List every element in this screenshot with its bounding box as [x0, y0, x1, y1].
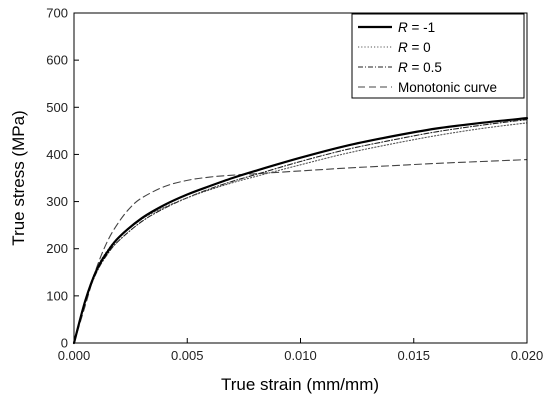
series-line-dashed: [73, 159, 528, 344]
legend-label: R = 0.5: [398, 60, 442, 75]
legend: R = -1 R = 0 R = 0.5 Monotonic curve: [351, 13, 525, 99]
x-axis-title: True strain (mm/mm): [221, 375, 379, 394]
series-line-solid: [72, 117, 529, 345]
y-tick-label: 500: [46, 100, 68, 115]
y-tick-label: 0: [61, 336, 68, 351]
legend-label: R = 0: [398, 40, 431, 55]
y-tick-label: 700: [46, 6, 68, 21]
series-line-dashdot: [73, 118, 528, 344]
y-tick-label: 300: [46, 194, 68, 209]
legend-label: R = -1: [398, 20, 435, 35]
axis-ticks: 0.000 0.005 0.010 0.015 0.020 0 100 200 300 400 50…: [46, 6, 543, 364]
y-tick-label: 400: [46, 147, 68, 162]
x-tick-label: 0.010: [284, 348, 317, 363]
legend-label: Monotonic curve: [398, 80, 497, 95]
x-tick-label: 0.020: [511, 348, 544, 363]
plot-area: [72, 117, 529, 345]
series-line-dotted: [73, 122, 528, 344]
y-tick-label: 200: [46, 241, 68, 256]
x-tick-label: 0.005: [171, 348, 204, 363]
y-tick-label: 600: [46, 53, 68, 68]
x-tick-label: 0.015: [397, 348, 430, 363]
y-axis-title: True stress (MPa): [9, 110, 28, 245]
x-tick-label: 0.000: [58, 348, 91, 363]
y-tick-label: 100: [46, 288, 68, 303]
